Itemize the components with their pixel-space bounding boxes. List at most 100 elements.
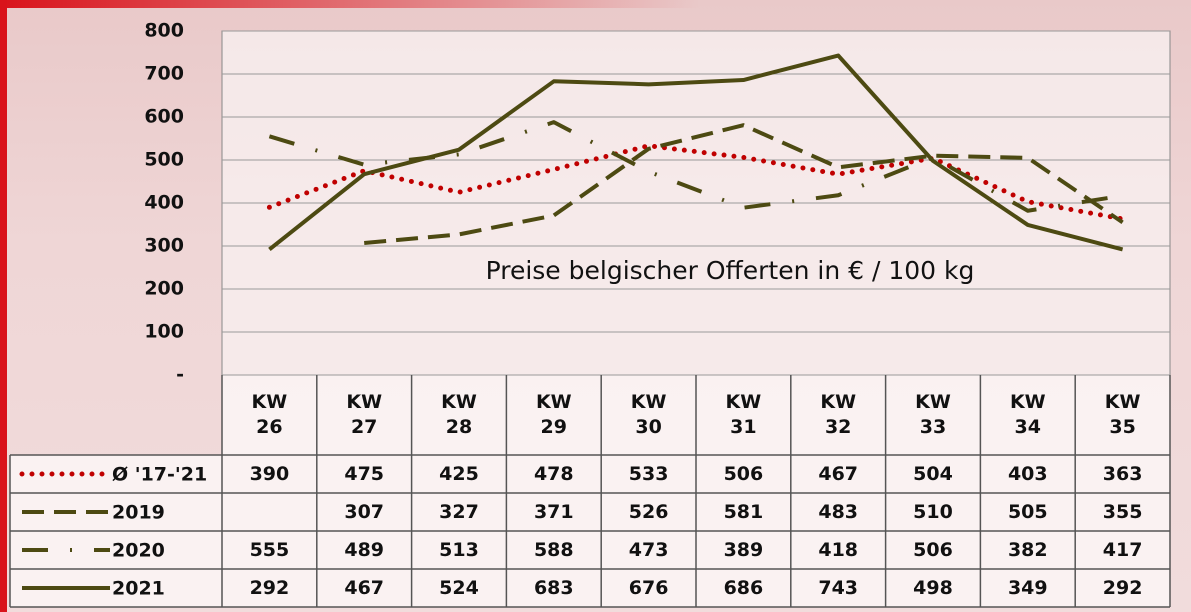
y-tick-label: 600 [144, 106, 184, 128]
x-tick-label-text: KW 33 [915, 391, 951, 438]
table-value-text: 390 [249, 463, 290, 485]
table-value: 355 [1075, 493, 1170, 531]
table-value-text: 506 [913, 539, 953, 561]
table-value: 683 [506, 569, 601, 607]
x-tick-label-text: KW 35 [1104, 391, 1141, 438]
y-tick-label: 700 [144, 63, 184, 85]
table-value: 417 [1075, 531, 1170, 569]
y-tick-label: 300 [144, 235, 184, 257]
table-value: 513 [412, 531, 507, 569]
x-tick-label: KW 27 [317, 375, 412, 455]
table-value-text: 686 [723, 577, 764, 599]
y-tick-label: 400 [144, 192, 184, 214]
table-value: 390 [222, 455, 317, 493]
x-tick-label-text: KW 31 [725, 391, 762, 438]
table-value-text: 555 [249, 539, 290, 561]
table-value: 533 [601, 455, 696, 493]
table-value-text: 581 [723, 501, 764, 523]
table-value-text: 588 [533, 539, 574, 561]
table-value: 489 [317, 531, 412, 569]
x-tick-label: KW 32 [791, 375, 886, 455]
x-tick-label-text: KW 29 [535, 391, 572, 438]
annotation: Preise belgischer Offerten in € / 100 kg [486, 256, 975, 285]
table-value: 418 [791, 531, 886, 569]
table-value: 473 [601, 531, 696, 569]
legend-label: 2019 [112, 502, 165, 524]
series-line [364, 123, 1124, 245]
x-tick-label: KW 26 [222, 375, 317, 455]
table-value: 371 [506, 493, 601, 531]
table-value: 506 [886, 531, 981, 569]
table-value-text: 533 [628, 463, 669, 485]
table-value-text: 467 [344, 577, 385, 599]
series-line [266, 143, 1126, 222]
table-value-text: 417 [1102, 539, 1143, 561]
table-value: 504 [886, 455, 981, 493]
table-value: 292 [222, 569, 317, 607]
table-value: 483 [791, 493, 886, 531]
table-value: 292 [1075, 569, 1170, 607]
x-tick-label-text: KW 26 [251, 391, 288, 438]
table-value: 349 [980, 569, 1075, 607]
table-value-text: 389 [723, 539, 764, 561]
table-value: 467 [791, 455, 886, 493]
table-value-text: 505 [1007, 501, 1048, 523]
table-value-text: 403 [1007, 463, 1048, 485]
x-tick-label-text: KW 32 [820, 391, 857, 438]
table-value-text: 513 [439, 539, 479, 561]
table-value-text: 510 [913, 501, 953, 523]
table-value: 506 [696, 455, 791, 493]
table-value: 403 [980, 455, 1075, 493]
table-value-text: 504 [913, 463, 953, 485]
table-value-text: 307 [344, 501, 385, 523]
series-line [268, 120, 1123, 213]
table-value-text: 327 [439, 501, 479, 523]
x-tick-label: KW 31 [696, 375, 791, 455]
table-value-text: 526 [628, 501, 669, 523]
table-value-text: 467 [818, 463, 859, 485]
table-value: 676 [601, 569, 696, 607]
table-value: 581 [696, 493, 791, 531]
x-tick-label: KW 34 [980, 375, 1075, 455]
table-value: 555 [222, 531, 317, 569]
table-value: 524 [412, 569, 507, 607]
table-value-text: 371 [533, 501, 574, 523]
table-value: 363 [1075, 455, 1170, 493]
table-value-text: 382 [1007, 539, 1048, 561]
x-tick-label-text: KW 30 [630, 391, 667, 438]
table-value-text: 355 [1102, 501, 1143, 523]
table-value-text: 683 [533, 577, 574, 599]
table-value-text: 498 [913, 577, 953, 599]
table-value: 467 [317, 569, 412, 607]
table-value: 382 [980, 531, 1075, 569]
table-value: 475 [317, 455, 412, 493]
table-value-text: 425 [439, 463, 479, 485]
y-tick-label: 800 [144, 20, 184, 42]
y-tick-label: 500 [144, 149, 184, 171]
x-tick-label-text: KW 34 [1009, 391, 1046, 438]
table-value: 498 [886, 569, 981, 607]
y-tick-label: 100 [144, 321, 184, 343]
table-value: 425 [412, 455, 507, 493]
table-value-text: 473 [628, 539, 669, 561]
legend-label: 2020 [112, 540, 165, 562]
y-tick-label: - [176, 364, 184, 386]
table-value-text: 489 [344, 539, 385, 561]
legend-label: 2021 [112, 578, 165, 600]
x-tick-label-text: KW 27 [346, 391, 383, 438]
table-value: 307 [317, 493, 412, 531]
red-band [0, 0, 700, 8]
table-value: 743 [791, 569, 886, 607]
red-stripe [0, 0, 7, 612]
table-value-text: 478 [533, 463, 574, 485]
y-tick-label: 200 [144, 278, 184, 300]
table-value: 588 [506, 531, 601, 569]
table-value-text: 506 [723, 463, 764, 485]
table-value: 389 [696, 531, 791, 569]
series-line [268, 53, 1124, 252]
x-tick-label: KW 35 [1075, 375, 1170, 455]
table-value: 526 [601, 493, 696, 531]
table-value-text: 483 [818, 501, 859, 523]
